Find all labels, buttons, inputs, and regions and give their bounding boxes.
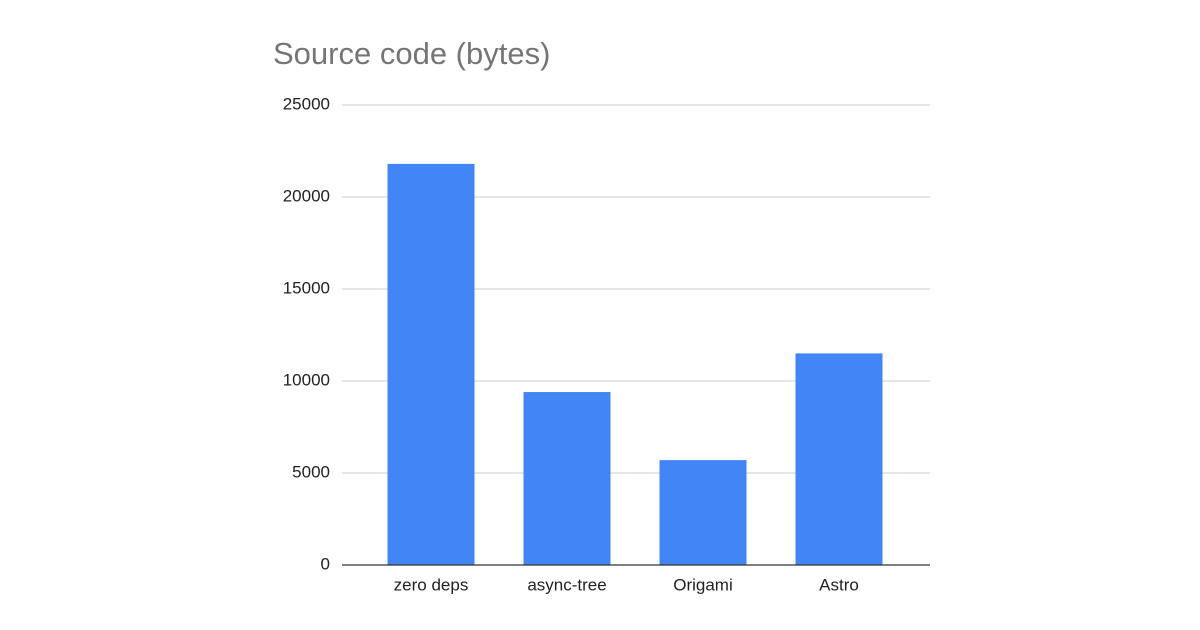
bar xyxy=(387,163,475,565)
y-tick-label: 5000 xyxy=(292,462,330,481)
x-tick-label: zero deps xyxy=(394,575,469,594)
bar xyxy=(795,353,883,565)
y-tick-label: 10000 xyxy=(283,370,330,389)
y-tick-label: 15000 xyxy=(283,278,330,297)
y-tick-label: 0 xyxy=(321,554,330,573)
x-tick-label: Origami xyxy=(673,575,733,594)
bar xyxy=(659,460,747,565)
y-tick-label: 25000 xyxy=(283,94,330,113)
x-tick-label: async-tree xyxy=(527,575,606,594)
y-tick-label: 20000 xyxy=(283,186,330,205)
bar xyxy=(523,392,611,565)
chart-title: Source code (bytes) xyxy=(273,36,550,71)
x-tick-label: Astro xyxy=(819,575,859,594)
